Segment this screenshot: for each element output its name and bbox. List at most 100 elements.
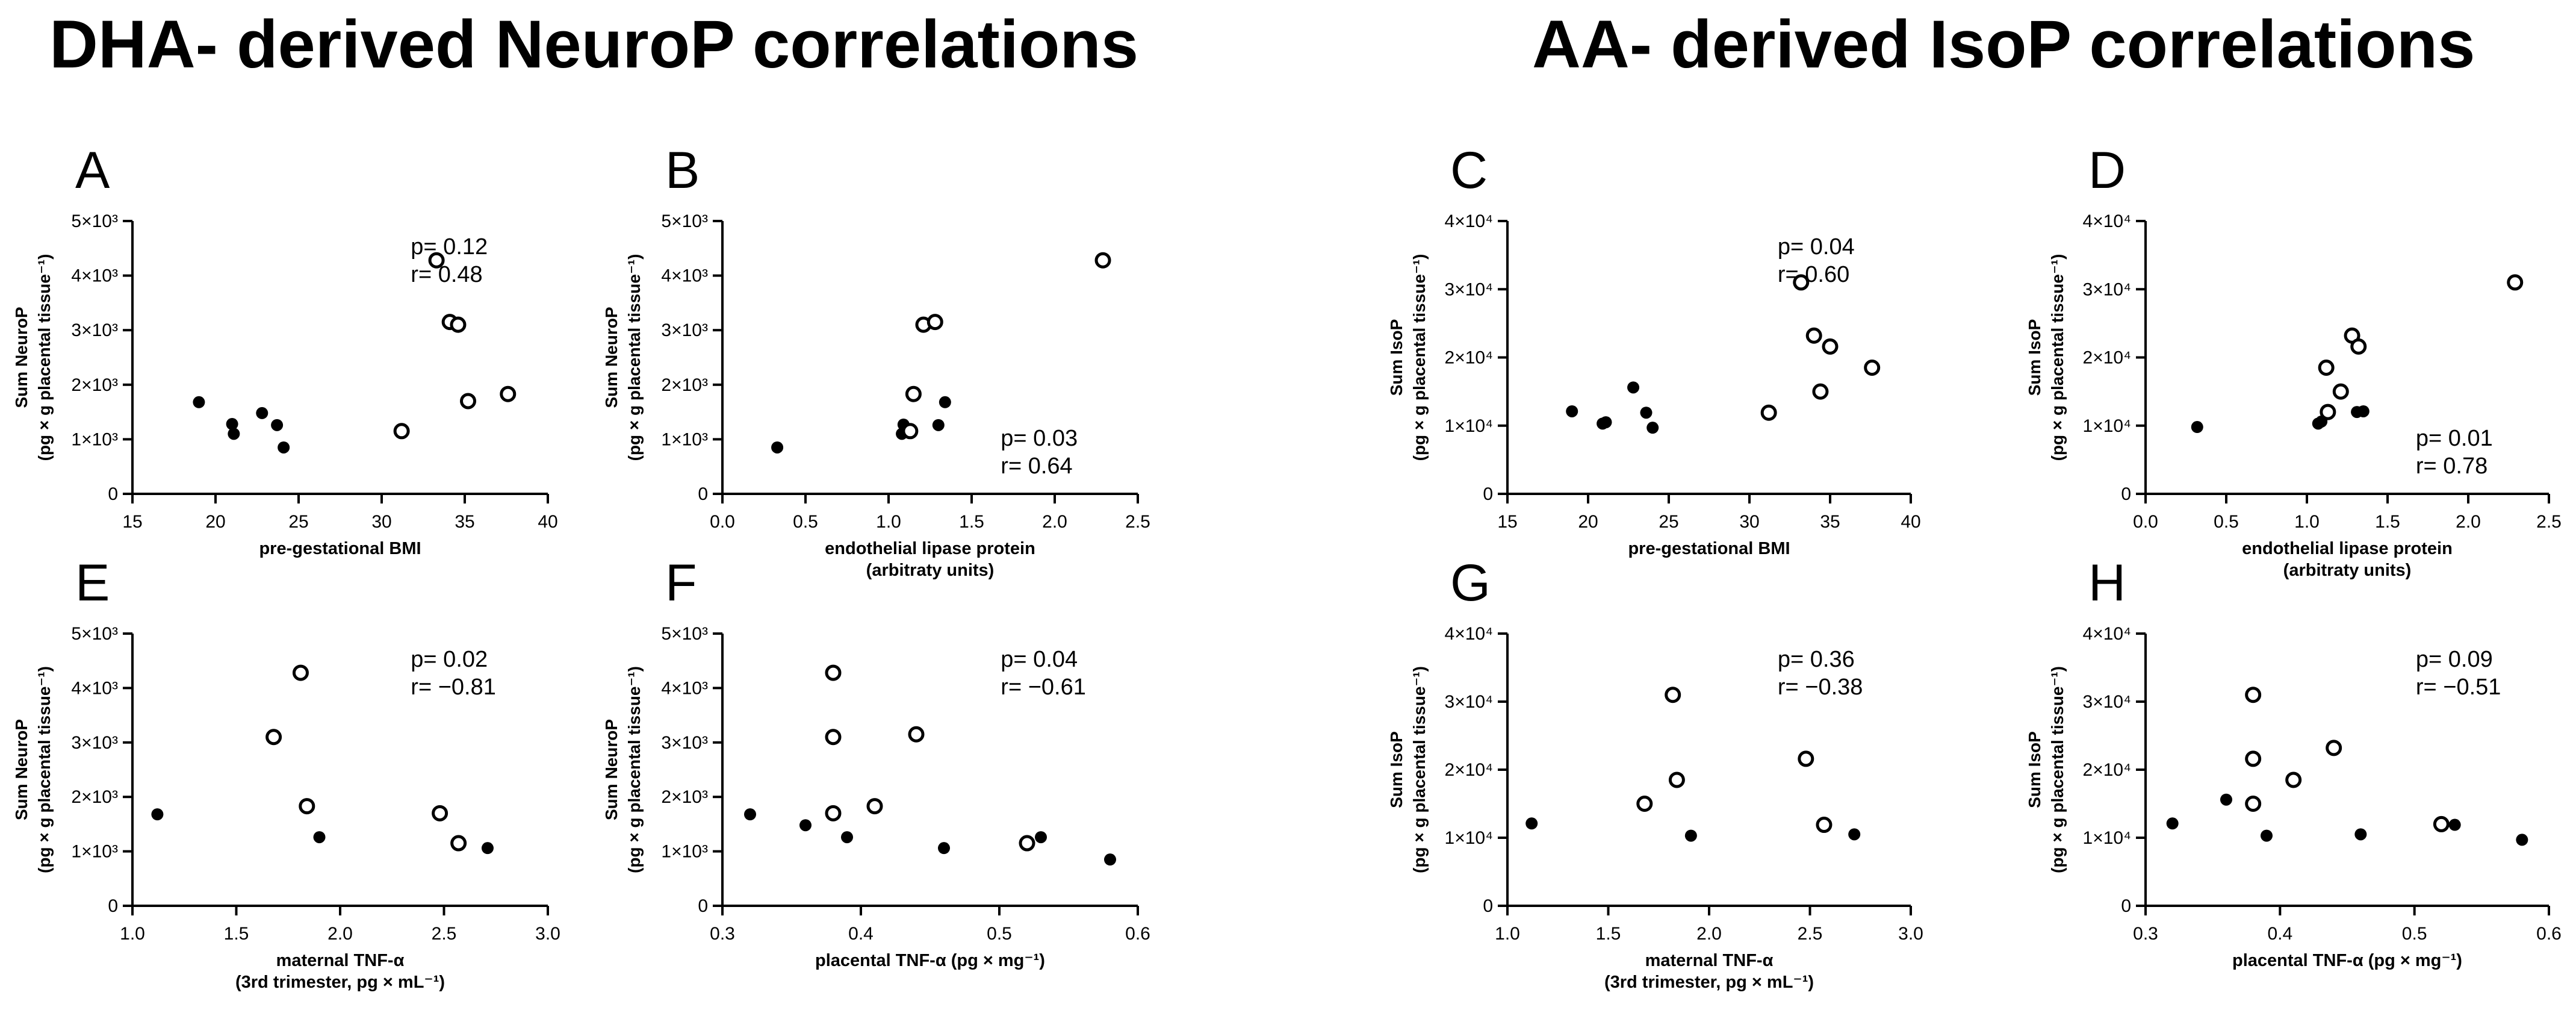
data-point-open-g bbox=[1798, 750, 1814, 767]
x-axis-label-e: maternal TNF-α bbox=[276, 951, 405, 970]
x-tick-label-d: 2.5 bbox=[2536, 512, 2562, 532]
data-point-open-h bbox=[2245, 796, 2262, 812]
stat-annotation-e: p= 0.02 bbox=[411, 647, 488, 672]
x-tick-label-c: 20 bbox=[1578, 512, 1598, 532]
x-tick-label-e: 3.0 bbox=[535, 924, 560, 944]
data-point-open-g bbox=[1816, 817, 1833, 834]
y-tick-label-a: 1×10³ bbox=[71, 429, 118, 449]
x-tick-label-e: 1.5 bbox=[224, 924, 249, 944]
panel-letter-h: H bbox=[2088, 554, 2126, 612]
data-point-filled-e bbox=[313, 831, 326, 844]
y-tick-label-f: 3×10³ bbox=[661, 733, 708, 753]
x-tick-label-a: 15 bbox=[122, 512, 142, 532]
panel-letter-c: C bbox=[1450, 142, 1488, 199]
data-point-open-d bbox=[2318, 359, 2335, 376]
data-point-open-d bbox=[2332, 383, 2349, 400]
data-point-open-e bbox=[450, 835, 467, 852]
y-tick-label-c: 2×10⁴ bbox=[1445, 348, 1493, 368]
y-tick-label-h: 0 bbox=[2121, 896, 2131, 916]
y-tick-label-c: 1×10⁴ bbox=[1445, 416, 1493, 436]
y-axis-label-g: (pg × g placental tissue⁻¹) bbox=[1410, 666, 1429, 873]
data-point-filled-b bbox=[932, 419, 945, 431]
y-tick-label-e: 3×10³ bbox=[71, 733, 118, 753]
data-point-open-b bbox=[1094, 252, 1111, 269]
data-point-filled-b bbox=[771, 441, 784, 454]
data-point-open-c bbox=[1864, 359, 1881, 376]
data-point-filled-h bbox=[2220, 793, 2232, 806]
data-point-open-f bbox=[825, 664, 842, 681]
x-tick-label-h: 0.5 bbox=[2402, 924, 2427, 944]
x-tick-label-e: 2.0 bbox=[327, 924, 353, 944]
x-tick-label-g: 3.0 bbox=[1898, 924, 1923, 944]
y-axis-label-e: (pg × g placental tissue⁻¹) bbox=[35, 666, 54, 873]
y-tick-label-d: 2×10⁴ bbox=[2083, 348, 2131, 368]
y-tick-label-a: 2×10³ bbox=[71, 375, 118, 395]
data-point-open-c bbox=[1822, 338, 1839, 355]
y-axis-label-c: (pg × g placental tissue⁻¹) bbox=[1410, 254, 1429, 461]
data-point-filled-e bbox=[481, 842, 494, 855]
panel-letter-f: F bbox=[665, 554, 697, 612]
data-point-filled-b bbox=[939, 396, 951, 408]
data-point-filled-f bbox=[841, 831, 853, 844]
data-point-open-a bbox=[428, 252, 445, 269]
data-point-open-a bbox=[500, 385, 517, 402]
y-axis-label-d: (pg × g placental tissue⁻¹) bbox=[2048, 254, 2067, 461]
x-tick-label-b: 2.0 bbox=[1042, 512, 1067, 532]
data-point-filled-c bbox=[1600, 416, 1612, 429]
y-axis-label-b: (pg × g placental tissue⁻¹) bbox=[625, 254, 644, 461]
y-tick-label-f: 0 bbox=[698, 896, 708, 916]
y-tick-label-d: 0 bbox=[2121, 484, 2131, 504]
y-tick-label-h: 2×10⁴ bbox=[2083, 760, 2131, 780]
stat-annotation-g: r= −0.38 bbox=[1778, 675, 1863, 700]
data-point-open-h bbox=[2245, 750, 2262, 767]
data-point-open-f bbox=[825, 805, 842, 821]
data-point-open-d bbox=[2350, 338, 2367, 355]
data-point-open-c bbox=[1812, 383, 1829, 400]
data-point-filled-a bbox=[228, 428, 240, 440]
x-tick-label-a: 40 bbox=[538, 512, 557, 532]
data-point-filled-h bbox=[2516, 834, 2528, 846]
y-tick-label-d: 4×10⁴ bbox=[2083, 211, 2131, 231]
data-point-filled-c bbox=[1627, 381, 1640, 394]
data-point-filled-a bbox=[271, 419, 284, 431]
y-tick-label-a: 4×10³ bbox=[71, 266, 118, 286]
data-point-filled-f bbox=[744, 808, 756, 821]
y-tick-label-h: 3×10⁴ bbox=[2083, 692, 2131, 712]
data-point-filled-e bbox=[151, 808, 164, 821]
panel-letter-g: G bbox=[1450, 554, 1491, 612]
x-tick-label-e: 1.0 bbox=[120, 924, 145, 944]
y-axis-label-a: (pg × g placental tissue⁻¹) bbox=[35, 254, 54, 461]
data-point-filled-c bbox=[1646, 422, 1659, 434]
x-tick-label-b: 1.0 bbox=[876, 512, 901, 532]
y-tick-label-e: 2×10³ bbox=[71, 787, 118, 807]
data-point-open-g bbox=[1665, 687, 1681, 703]
data-point-open-h bbox=[2433, 815, 2450, 832]
y-tick-label-b: 2×10³ bbox=[661, 375, 708, 395]
y-axis-label-c: Sum IsoP bbox=[1387, 319, 1406, 396]
data-point-open-e bbox=[299, 798, 315, 815]
x-axis-label-c: pre-gestational BMI bbox=[1628, 539, 1790, 558]
data-point-open-e bbox=[432, 805, 448, 821]
data-point-filled-a bbox=[278, 441, 290, 454]
y-tick-label-b: 1×10³ bbox=[661, 429, 708, 449]
x-tick-label-b: 1.5 bbox=[959, 512, 984, 532]
x-tick-label-c: 35 bbox=[1820, 512, 1840, 532]
data-point-filled-g bbox=[1848, 828, 1861, 841]
y-tick-label-c: 3×10⁴ bbox=[1445, 279, 1493, 299]
y-tick-label-e: 0 bbox=[108, 896, 118, 916]
stat-annotation-f: p= 0.04 bbox=[1001, 647, 1078, 672]
stat-annotation-d: r= 0.78 bbox=[2416, 454, 2488, 479]
data-point-open-e bbox=[292, 664, 309, 681]
x-axis-label-h: placental TNF-α (pg × mg⁻¹) bbox=[2232, 951, 2462, 970]
stat-annotation-h: p= 0.09 bbox=[2416, 647, 2493, 672]
data-point-filled-a bbox=[256, 407, 268, 419]
x-tick-label-d: 1.0 bbox=[2294, 512, 2320, 532]
data-point-filled-f bbox=[938, 842, 950, 855]
x-axis-label-g: maternal TNF-α bbox=[1645, 951, 1774, 970]
stat-annotation-b: r= 0.64 bbox=[1001, 454, 1072, 479]
x-tick-label-b: 0.5 bbox=[793, 512, 818, 532]
y-tick-label-b: 3×10³ bbox=[661, 320, 708, 340]
data-point-open-h bbox=[2285, 771, 2302, 788]
x-tick-label-g: 1.5 bbox=[1596, 924, 1621, 944]
